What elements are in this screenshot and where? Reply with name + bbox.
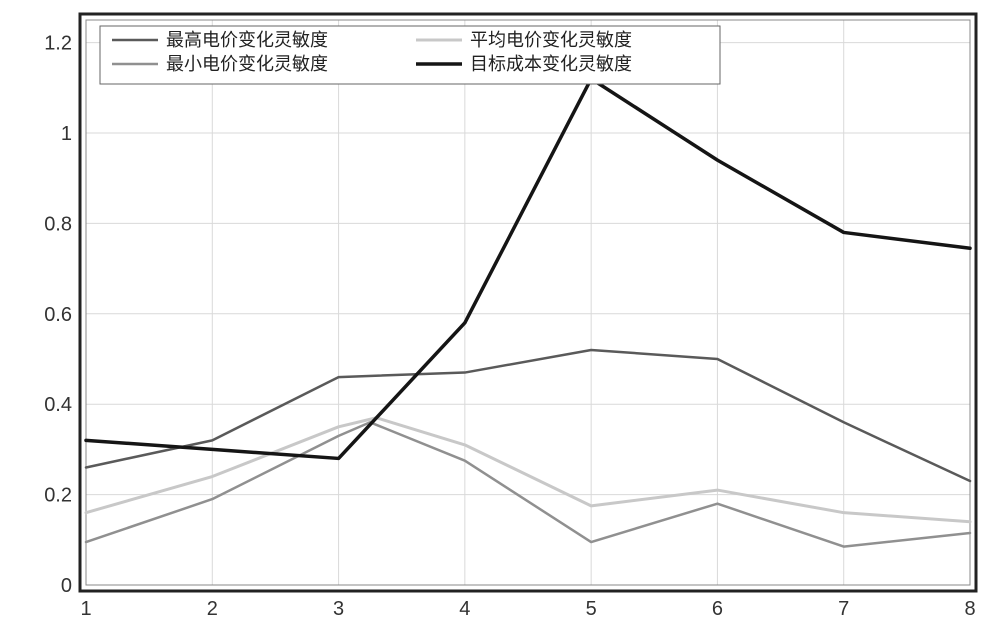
y-tick-label: 0.6 [44,304,72,326]
line-chart: 1 2 3 4 5 6 7 8 0 0.2 0.4 0.6 0.8 1 1.2 最高电价变化灵敏度 平均电价变化… [0,0,1000,633]
x-tick-label: 6 [712,598,723,620]
y-tick-label: 0.2 [44,485,72,507]
x-tick-label: 2 [207,598,218,620]
legend-label: 平均电价变化灵敏度 [470,30,632,50]
x-tick-label: 8 [964,598,975,620]
legend-label: 最小电价变化灵敏度 [166,54,328,74]
y-tick-label: 0.4 [44,394,72,416]
legend-label: 最高电价变化灵敏度 [166,30,328,50]
x-tick-label: 1 [80,598,91,620]
legend-label: 目标成本变化灵敏度 [470,54,632,74]
y-tick-label: 1.2 [44,33,72,55]
y-tick-label: 0 [61,575,72,597]
x-tick-label: 7 [838,598,849,620]
x-tick-label: 5 [586,598,597,620]
y-tick-label: 1 [61,123,72,145]
x-tick-label: 4 [459,598,470,620]
x-tick-label: 3 [333,598,344,620]
chart-svg: 1 2 3 4 5 6 7 8 0 0.2 0.4 0.6 0.8 1 1.2 最高电价变化灵敏度 平均电价变化… [0,0,1000,633]
y-tick-label: 0.8 [44,213,72,235]
